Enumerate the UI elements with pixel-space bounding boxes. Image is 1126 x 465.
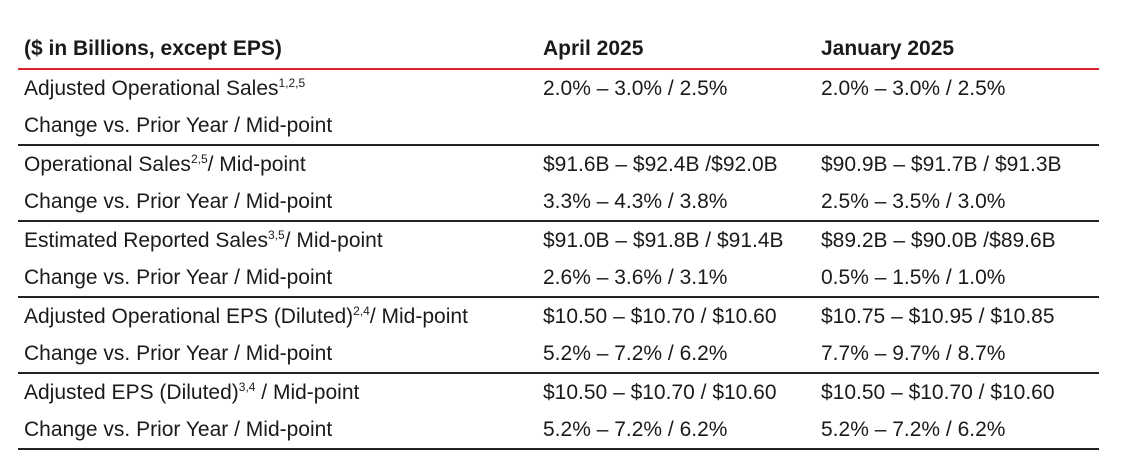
- april-change: 3.3% – 4.3% / 3.8%: [536, 183, 814, 222]
- table-row: Change vs. Prior Year / Mid-point 5.2% –…: [18, 335, 1099, 374]
- table-row: Change vs. Prior Year / Mid-point 3.3% –…: [18, 183, 1099, 222]
- table-row: Operational Sales2,5/ Mid-point $91.6B –…: [18, 145, 1099, 183]
- header-label: ($ in Billions, except EPS): [18, 30, 536, 70]
- table-row: Adjusted EPS (Diluted)3,4 / Mid-point $1…: [18, 373, 1099, 411]
- april-value: 2.0% – 3.0% / 2.5%: [543, 76, 728, 100]
- april-change: 5.2% – 7.2% / 6.2%: [536, 335, 814, 374]
- row-sub-label: Change vs. Prior Year / Mid-point: [18, 107, 536, 146]
- footnote-ref: 1,2,5: [278, 75, 306, 90]
- row-label: Estimated Reported Sales3,5/ Mid-point: [24, 227, 383, 252]
- row-sub-label: Change vs. Prior Year / Mid-point: [18, 335, 536, 374]
- january-value: $10.75 – $10.95 / $10.85: [821, 304, 1055, 328]
- table-row: Change vs. Prior Year / Mid-point: [18, 107, 1099, 146]
- row-sub-label: Change vs. Prior Year / Mid-point: [18, 259, 536, 298]
- january-change: 2.5% – 3.5% / 3.0%: [814, 183, 1099, 222]
- table-row: Change vs. Prior Year / Mid-point 2.6% –…: [18, 259, 1099, 298]
- row-sub-label: Change vs. Prior Year / Mid-point: [18, 183, 536, 222]
- row-label: Operational Sales2,5/ Mid-point: [24, 151, 306, 176]
- footnote-ref: 2,5: [190, 151, 208, 166]
- april-change: 2.6% – 3.6% / 3.1%: [536, 259, 814, 298]
- row-label: Adjusted Operational Sales1,2,5: [24, 75, 306, 100]
- january-value: 2.0% – 3.0% / 2.5%: [821, 76, 1006, 100]
- guidance-table-container: ($ in Billions, except EPS) April 2025 J…: [18, 30, 1099, 450]
- january-value: $89.2B – $90.0B /$89.6B: [821, 228, 1056, 252]
- header-row: ($ in Billions, except EPS) April 2025 J…: [18, 30, 1099, 70]
- january-value: $10.50 – $10.70 / $10.60: [821, 380, 1055, 404]
- row-sub-label: Change vs. Prior Year / Mid-point: [18, 411, 536, 450]
- footnote-ref: 3,4: [238, 379, 256, 394]
- table-row: Adjusted Operational EPS (Diluted)2,4/ M…: [18, 297, 1099, 335]
- january-change: 7.7% – 9.7% / 8.7%: [814, 335, 1099, 374]
- guidance-table: ($ in Billions, except EPS) April 2025 J…: [18, 30, 1099, 450]
- footnote-ref: 3,5: [267, 227, 285, 242]
- header-january-2025: January 2025: [814, 30, 1099, 70]
- footnote-ref: 2,4: [353, 303, 370, 318]
- row-label: Adjusted EPS (Diluted)3,4 / Mid-point: [24, 379, 360, 404]
- table-row: Adjusted Operational Sales1,2,5 2.0% – 3…: [18, 69, 1099, 107]
- april-value: $10.50 – $10.70 / $10.60: [543, 304, 777, 328]
- april-change: [536, 107, 814, 146]
- row-label: Adjusted Operational EPS (Diluted)2,4/ M…: [24, 303, 468, 328]
- header-april-2025: April 2025: [536, 30, 814, 70]
- january-change: [814, 107, 1099, 146]
- january-value: $90.9B – $91.7B / $91.3B: [821, 152, 1062, 176]
- table-row: Estimated Reported Sales3,5/ Mid-point $…: [18, 221, 1099, 259]
- table-row: Change vs. Prior Year / Mid-point 5.2% –…: [18, 411, 1099, 450]
- april-value: $91.6B – $92.4B /$92.0B: [543, 152, 778, 176]
- april-change: 5.2% – 7.2% / 6.2%: [536, 411, 814, 450]
- january-change: 5.2% – 7.2% / 6.2%: [814, 411, 1099, 450]
- april-value: $91.0B – $91.8B / $91.4B: [543, 228, 784, 252]
- january-change: 0.5% – 1.5% / 1.0%: [814, 259, 1099, 298]
- april-value: $10.50 – $10.70 / $10.60: [543, 380, 777, 404]
